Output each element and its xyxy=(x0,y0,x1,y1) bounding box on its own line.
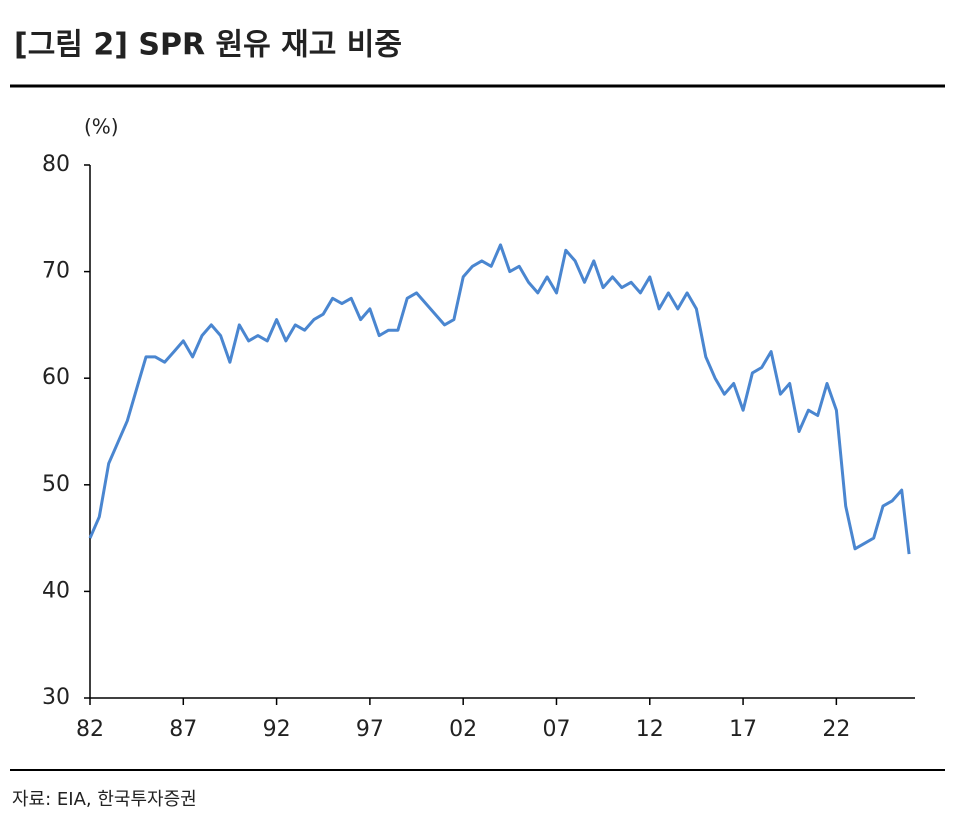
y-tick-label: 50 xyxy=(42,472,70,497)
x-tick-label: 12 xyxy=(636,717,664,742)
y-tick-label: 30 xyxy=(42,685,70,710)
x-tick-label: 92 xyxy=(263,717,291,742)
y-tick-label: 40 xyxy=(42,578,70,603)
x-tick-label: 82 xyxy=(76,717,104,742)
x-tick-label: 87 xyxy=(169,717,197,742)
data-line xyxy=(88,243,911,555)
x-tick-label: 02 xyxy=(449,717,477,742)
y-tick-label: 80 xyxy=(42,152,70,177)
y-tick-label: 70 xyxy=(42,259,70,284)
x-tick-label: 17 xyxy=(729,717,757,742)
source: 자료: EIA, 한국투자증권 xyxy=(12,789,197,810)
x-tick-label: 07 xyxy=(542,717,570,742)
x-tick-label: 22 xyxy=(822,717,850,742)
chart-title: [그림 2] SPR 원유 재고 비중 xyxy=(14,28,402,63)
y-axis-label: (%) xyxy=(84,115,119,139)
x-tick-label: 97 xyxy=(356,717,384,742)
y-tick-label: 60 xyxy=(42,365,70,390)
